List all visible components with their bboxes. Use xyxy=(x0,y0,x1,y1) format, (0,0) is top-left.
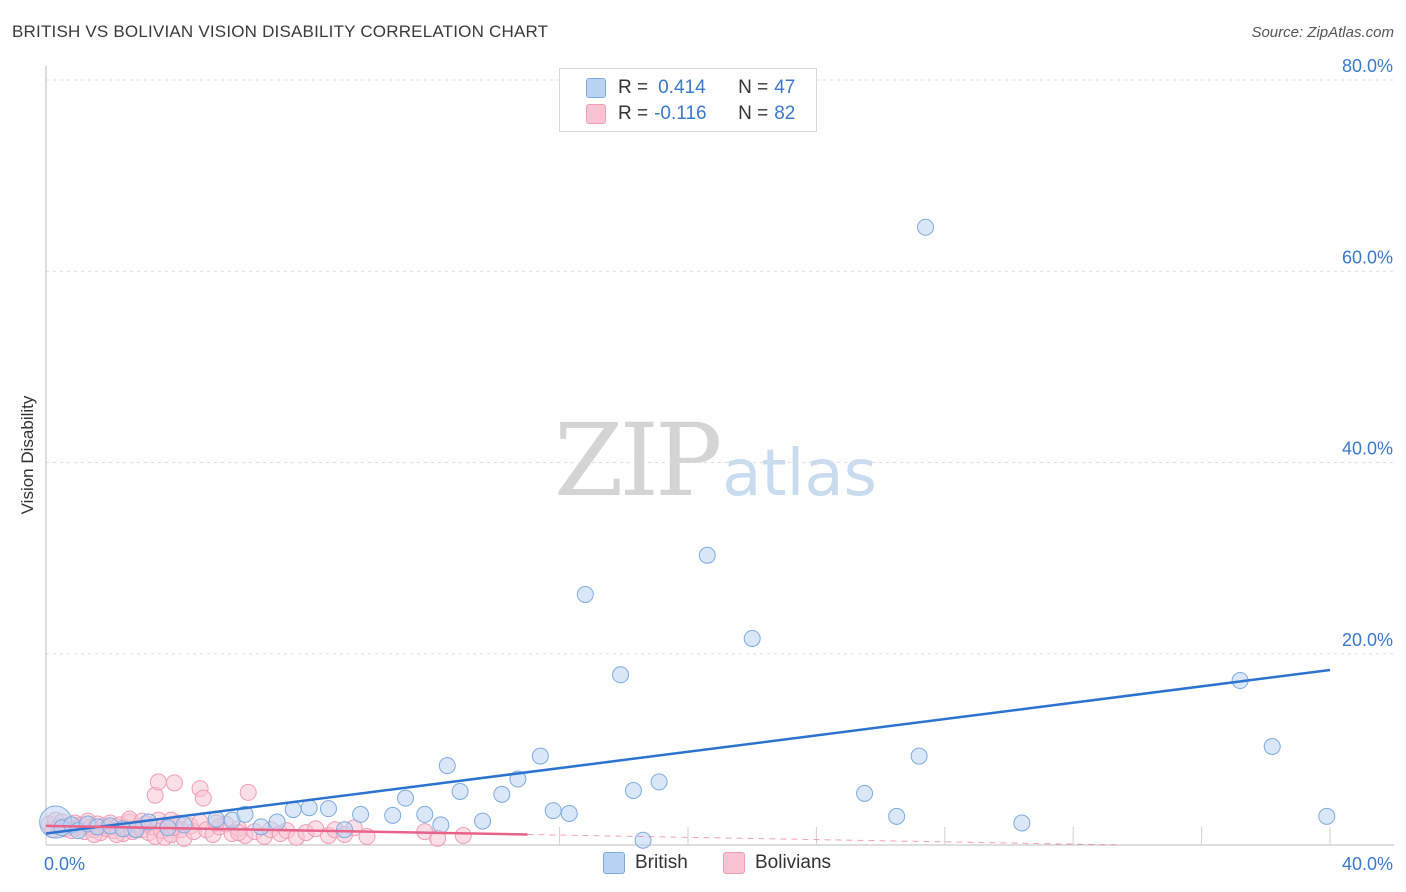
bolivians-r-value: -0.116 xyxy=(654,103,707,124)
british-point xyxy=(612,666,630,684)
grid-lines xyxy=(46,79,1394,655)
british-point xyxy=(416,805,434,823)
y-tick-label: 40.0% xyxy=(1342,439,1393,459)
british-point xyxy=(888,807,906,825)
british-swatch xyxy=(586,78,606,98)
bolivians-point xyxy=(454,826,472,844)
british-point xyxy=(698,546,716,564)
british-n-value: 47 xyxy=(774,77,796,98)
british-point xyxy=(300,799,318,817)
bolivians-point xyxy=(165,774,183,792)
bolivians-r-label: R = xyxy=(618,103,649,124)
bolivians-point xyxy=(194,789,212,807)
legend-row-british: R = 0.414 N = 47 xyxy=(586,75,795,101)
legend-item-bolivians[interactable]: Bolivians xyxy=(723,852,831,874)
bolivians-swatch xyxy=(586,104,606,124)
british-point xyxy=(493,785,511,803)
british-point xyxy=(474,812,492,830)
british-r-label: R = xyxy=(618,77,649,98)
bolivians-trend-line xyxy=(45,824,528,836)
british-point xyxy=(236,805,254,823)
british-point xyxy=(576,585,594,603)
british-point xyxy=(319,800,337,818)
british-point xyxy=(1013,814,1031,832)
bolivians-points xyxy=(40,773,472,847)
bolivians-n-value: 82 xyxy=(774,103,796,124)
legend-row-bolivians: R = -0.116 N = 82 xyxy=(586,101,795,127)
british-n-label: N = xyxy=(738,77,769,98)
british-point xyxy=(384,806,402,824)
british-point xyxy=(438,757,456,775)
british-point xyxy=(252,818,270,836)
british-point xyxy=(268,813,286,831)
british-point xyxy=(910,747,928,765)
correlation-legend: R = 0.414 N = 47 R = -0.116 N = 82 xyxy=(559,68,817,132)
y-tick-label: 60.0% xyxy=(1342,247,1393,267)
trend-lines xyxy=(45,668,1331,846)
bolivians-trend-extension xyxy=(527,833,1122,846)
british-point xyxy=(1263,738,1281,756)
legend-item-british[interactable]: British xyxy=(603,852,688,874)
british-point xyxy=(856,784,874,802)
y-tick-label: 20.0% xyxy=(1342,630,1393,650)
british-point xyxy=(743,629,761,647)
tick-labels: 20.0% 40.0% 60.0% 80.0% 0.0% 40.0% xyxy=(44,56,1393,874)
british-point xyxy=(451,782,469,800)
british-trend-line xyxy=(45,668,1331,835)
british-point xyxy=(352,805,370,823)
british-point xyxy=(624,781,642,799)
chart-title: BRITISH VS BOLIVIAN VISION DISABILITY CO… xyxy=(12,22,549,41)
british-point xyxy=(432,816,450,834)
bolivians-point xyxy=(149,773,167,791)
british-point xyxy=(531,747,549,765)
british-point xyxy=(544,802,562,820)
british-point xyxy=(560,804,578,822)
british-point xyxy=(336,821,354,839)
british-legend-swatch xyxy=(603,852,625,874)
british-point xyxy=(917,218,935,236)
british-points xyxy=(39,218,1336,849)
y-tick-label: 80.0% xyxy=(1342,56,1393,76)
x-tick-label: 40.0% xyxy=(1342,854,1393,874)
british-point xyxy=(397,789,415,807)
bolivians-legend-swatch xyxy=(723,852,745,874)
source-credit: Source: ZipAtlas.com xyxy=(1251,24,1394,41)
bolivians-point xyxy=(239,783,257,801)
british-point xyxy=(175,816,193,834)
british-r-value: 0.414 xyxy=(658,77,706,98)
british-legend-label: British xyxy=(635,852,688,873)
bolivians-legend-label: Bolivians xyxy=(755,852,832,873)
british-point xyxy=(650,773,668,791)
x-tick-label: 0.0% xyxy=(44,854,85,874)
british-point xyxy=(634,831,652,849)
bolivians-n-label: N = xyxy=(738,103,769,124)
axes xyxy=(45,66,1394,846)
british-point xyxy=(1318,807,1336,825)
